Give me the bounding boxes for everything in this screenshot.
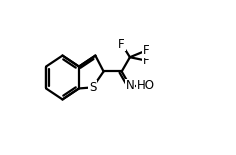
Text: HO: HO bbox=[137, 79, 155, 92]
Text: F: F bbox=[143, 54, 149, 67]
Text: F: F bbox=[118, 38, 125, 51]
Text: F: F bbox=[143, 44, 149, 57]
Text: S: S bbox=[89, 81, 96, 94]
Text: N: N bbox=[126, 79, 134, 92]
